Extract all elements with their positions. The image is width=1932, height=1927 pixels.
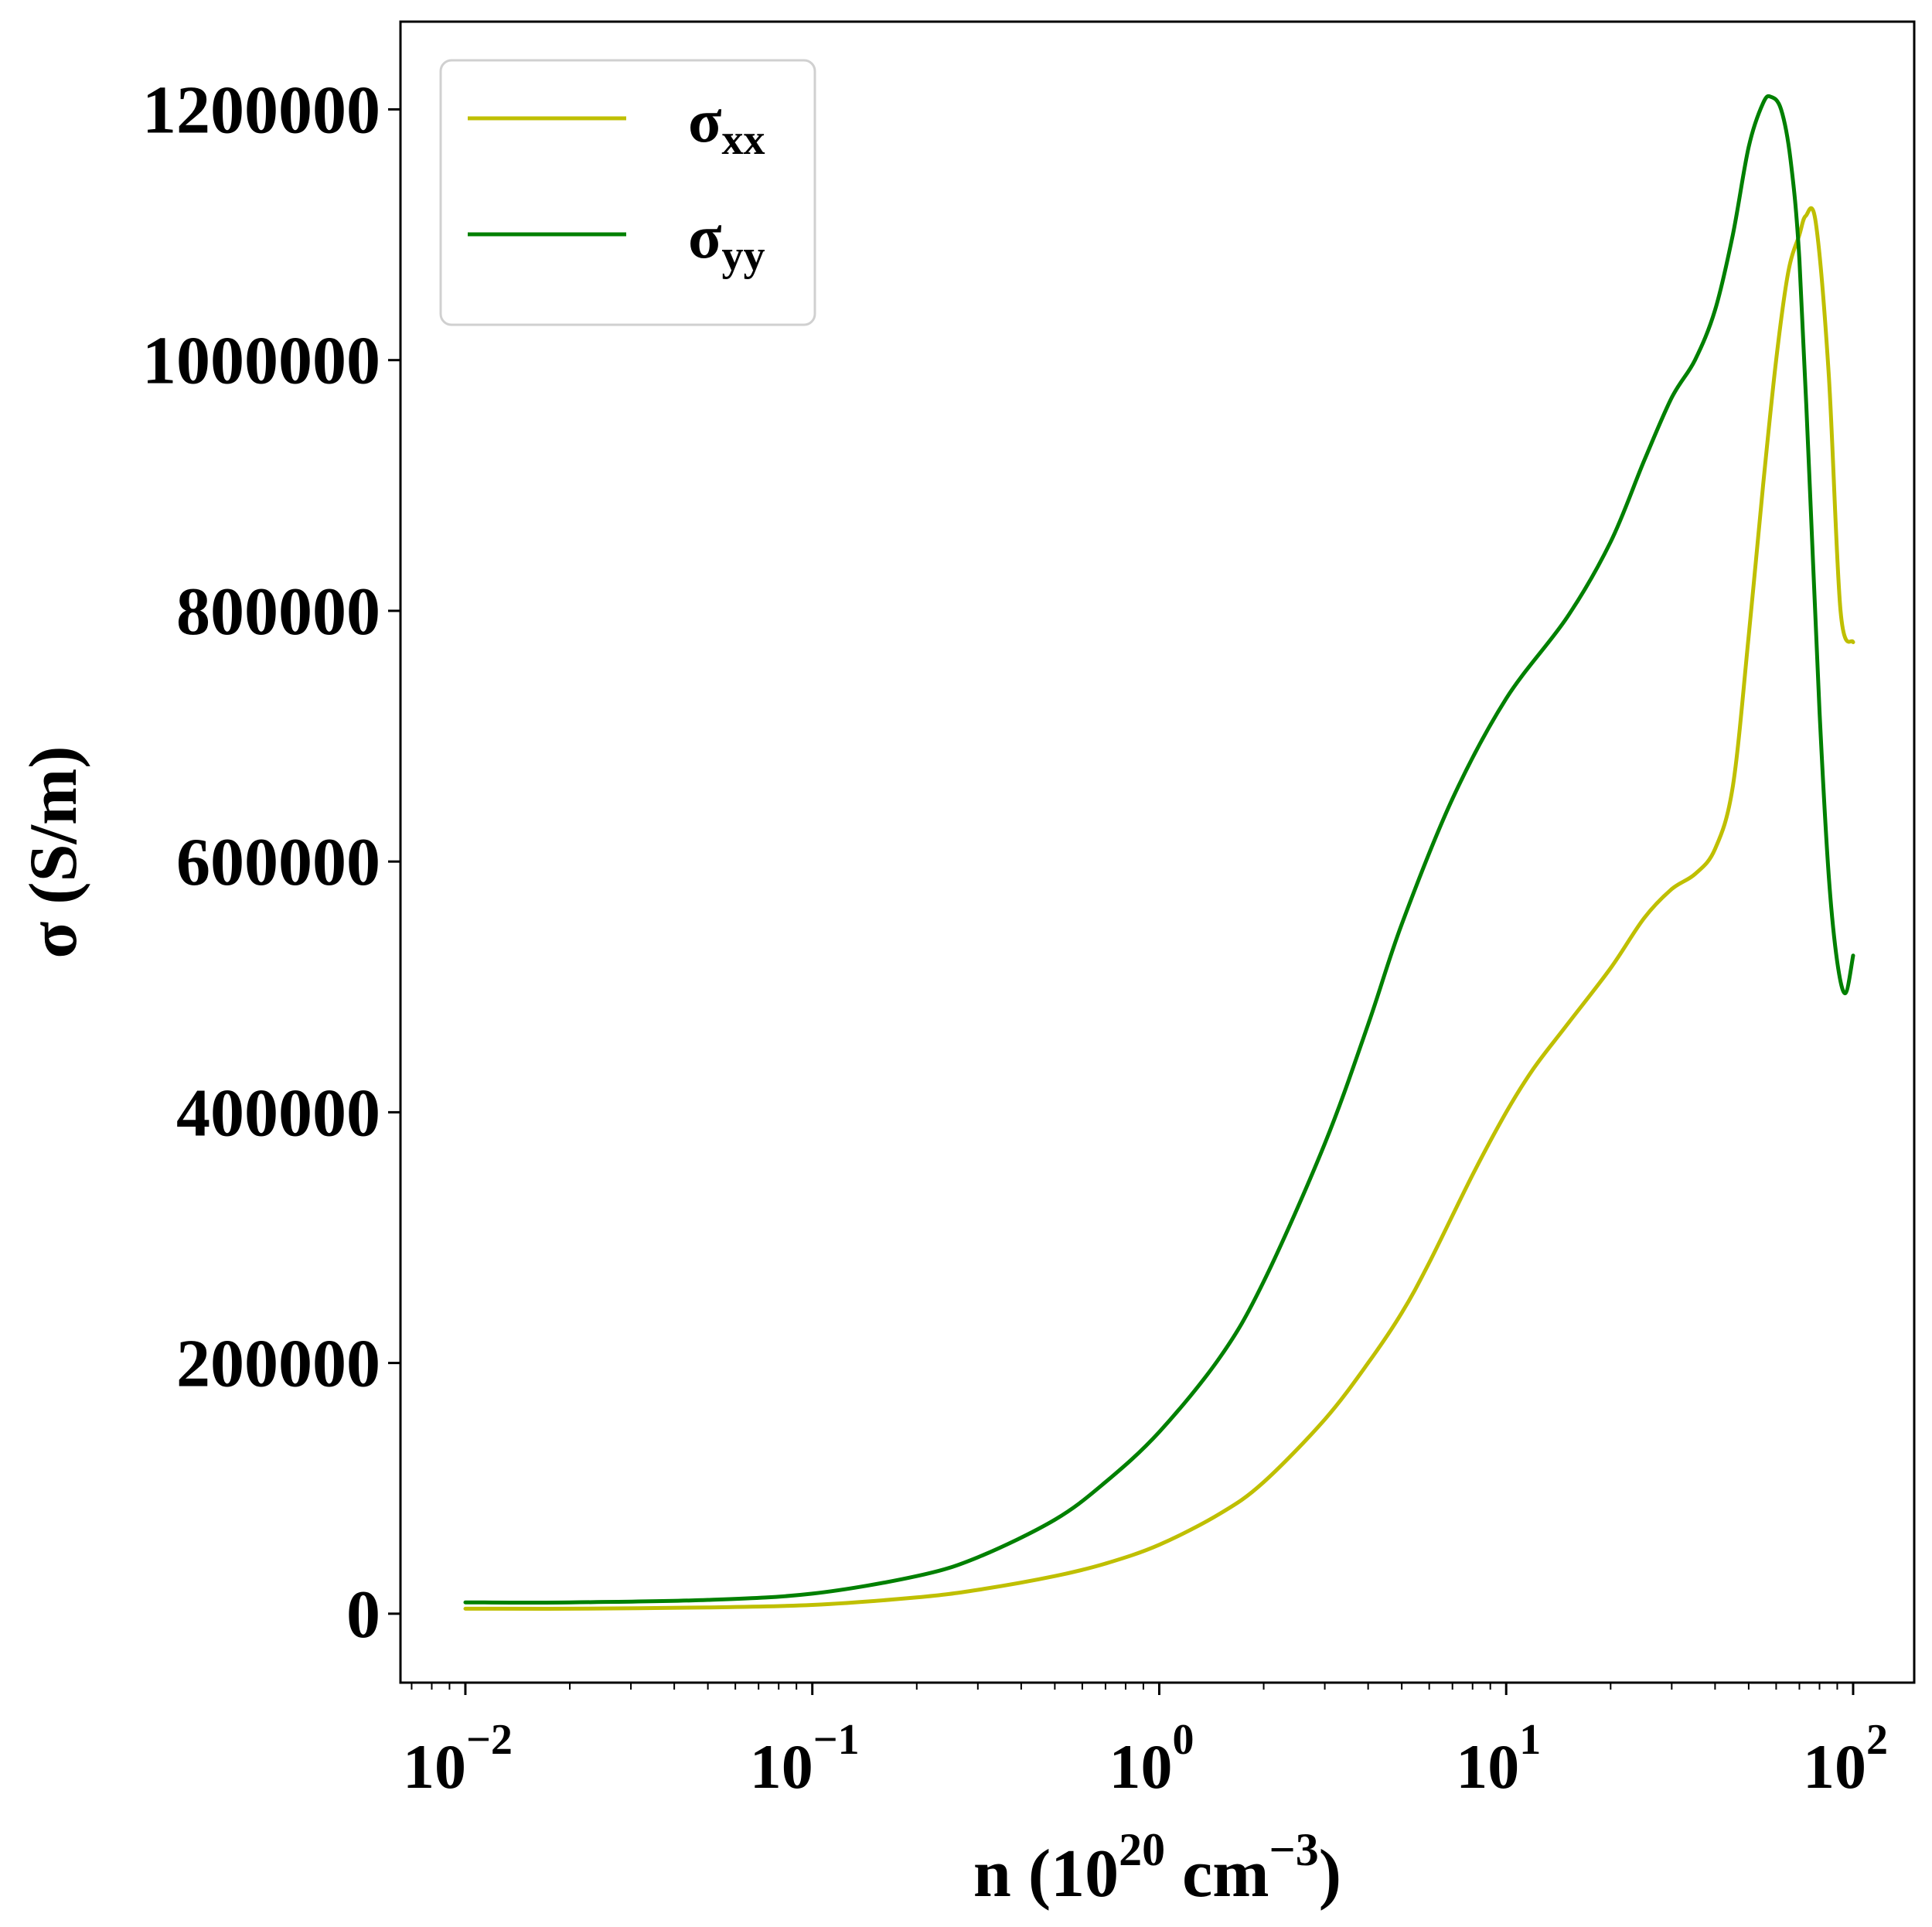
x-axis: 10−2 10−1 100 101 102 [403,1683,1888,1802]
x-tick-base: 10 [1803,1731,1866,1802]
x-tick-label: 10−1 [750,1716,860,1802]
y-tick-label: 200000 [176,1327,380,1402]
x-tick-base: 10 [750,1731,813,1802]
legend-label-sigma-xx: σxx [688,87,765,164]
x-tick-base: 10 [403,1731,466,1802]
x-tick-exponent: 1 [1519,1716,1541,1764]
x-tick-label: 102 [1803,1716,1888,1802]
y-tick-label: 1000000 [142,324,380,399]
plot-lines [463,94,1855,1611]
x-tick-base: 10 [1456,1731,1519,1802]
legend-subscript-xx: xx [722,116,765,164]
series-line-yy [463,94,1855,1605]
x-tick-exponent: −1 [813,1716,860,1764]
legend: σxx σyy [439,59,816,326]
legend-box [439,59,816,326]
plot-frame [399,20,1916,1684]
legend-symbol-sigma-yy: σ [688,203,722,271]
y-tick-label: 1200000 [142,73,380,148]
y-tick-label: 800000 [176,575,380,650]
x-tick-label: 10−2 [403,1716,513,1802]
x-tick-exponent: 0 [1172,1716,1194,1764]
x-axis-label-prefix: n (10 [973,1837,1119,1912]
y-axis: 0 200000 400000 600000 800000 1000000 1200000 [142,73,400,1652]
x-axis-label-exp2: −3 [1269,1824,1319,1875]
y-tick-label: 400000 [176,1076,380,1151]
x-axis-label-suffix: ) [1319,1837,1341,1912]
x-tick-exponent: −2 [466,1716,513,1764]
y-tick-label: 0 [346,1577,380,1652]
legend-label-sigma-yy: σyy [688,203,765,280]
y-axis-label: σ (S/m) [16,745,91,958]
y-tick-label: 600000 [176,825,380,900]
legend-symbol-sigma-xx: σ [688,87,722,155]
legend-subscript-yy: yy [722,232,765,280]
x-axis-label-exp1: 20 [1119,1824,1165,1875]
x-tick-label: 100 [1109,1716,1194,1802]
x-axis-label-unit: cm [1165,1837,1269,1912]
x-tick-exponent: 2 [1866,1716,1888,1764]
x-tick-label: 101 [1456,1716,1541,1802]
x-tick-base: 10 [1109,1731,1172,1802]
x-axis-label: n (1020 cm−3) [973,1824,1341,1912]
